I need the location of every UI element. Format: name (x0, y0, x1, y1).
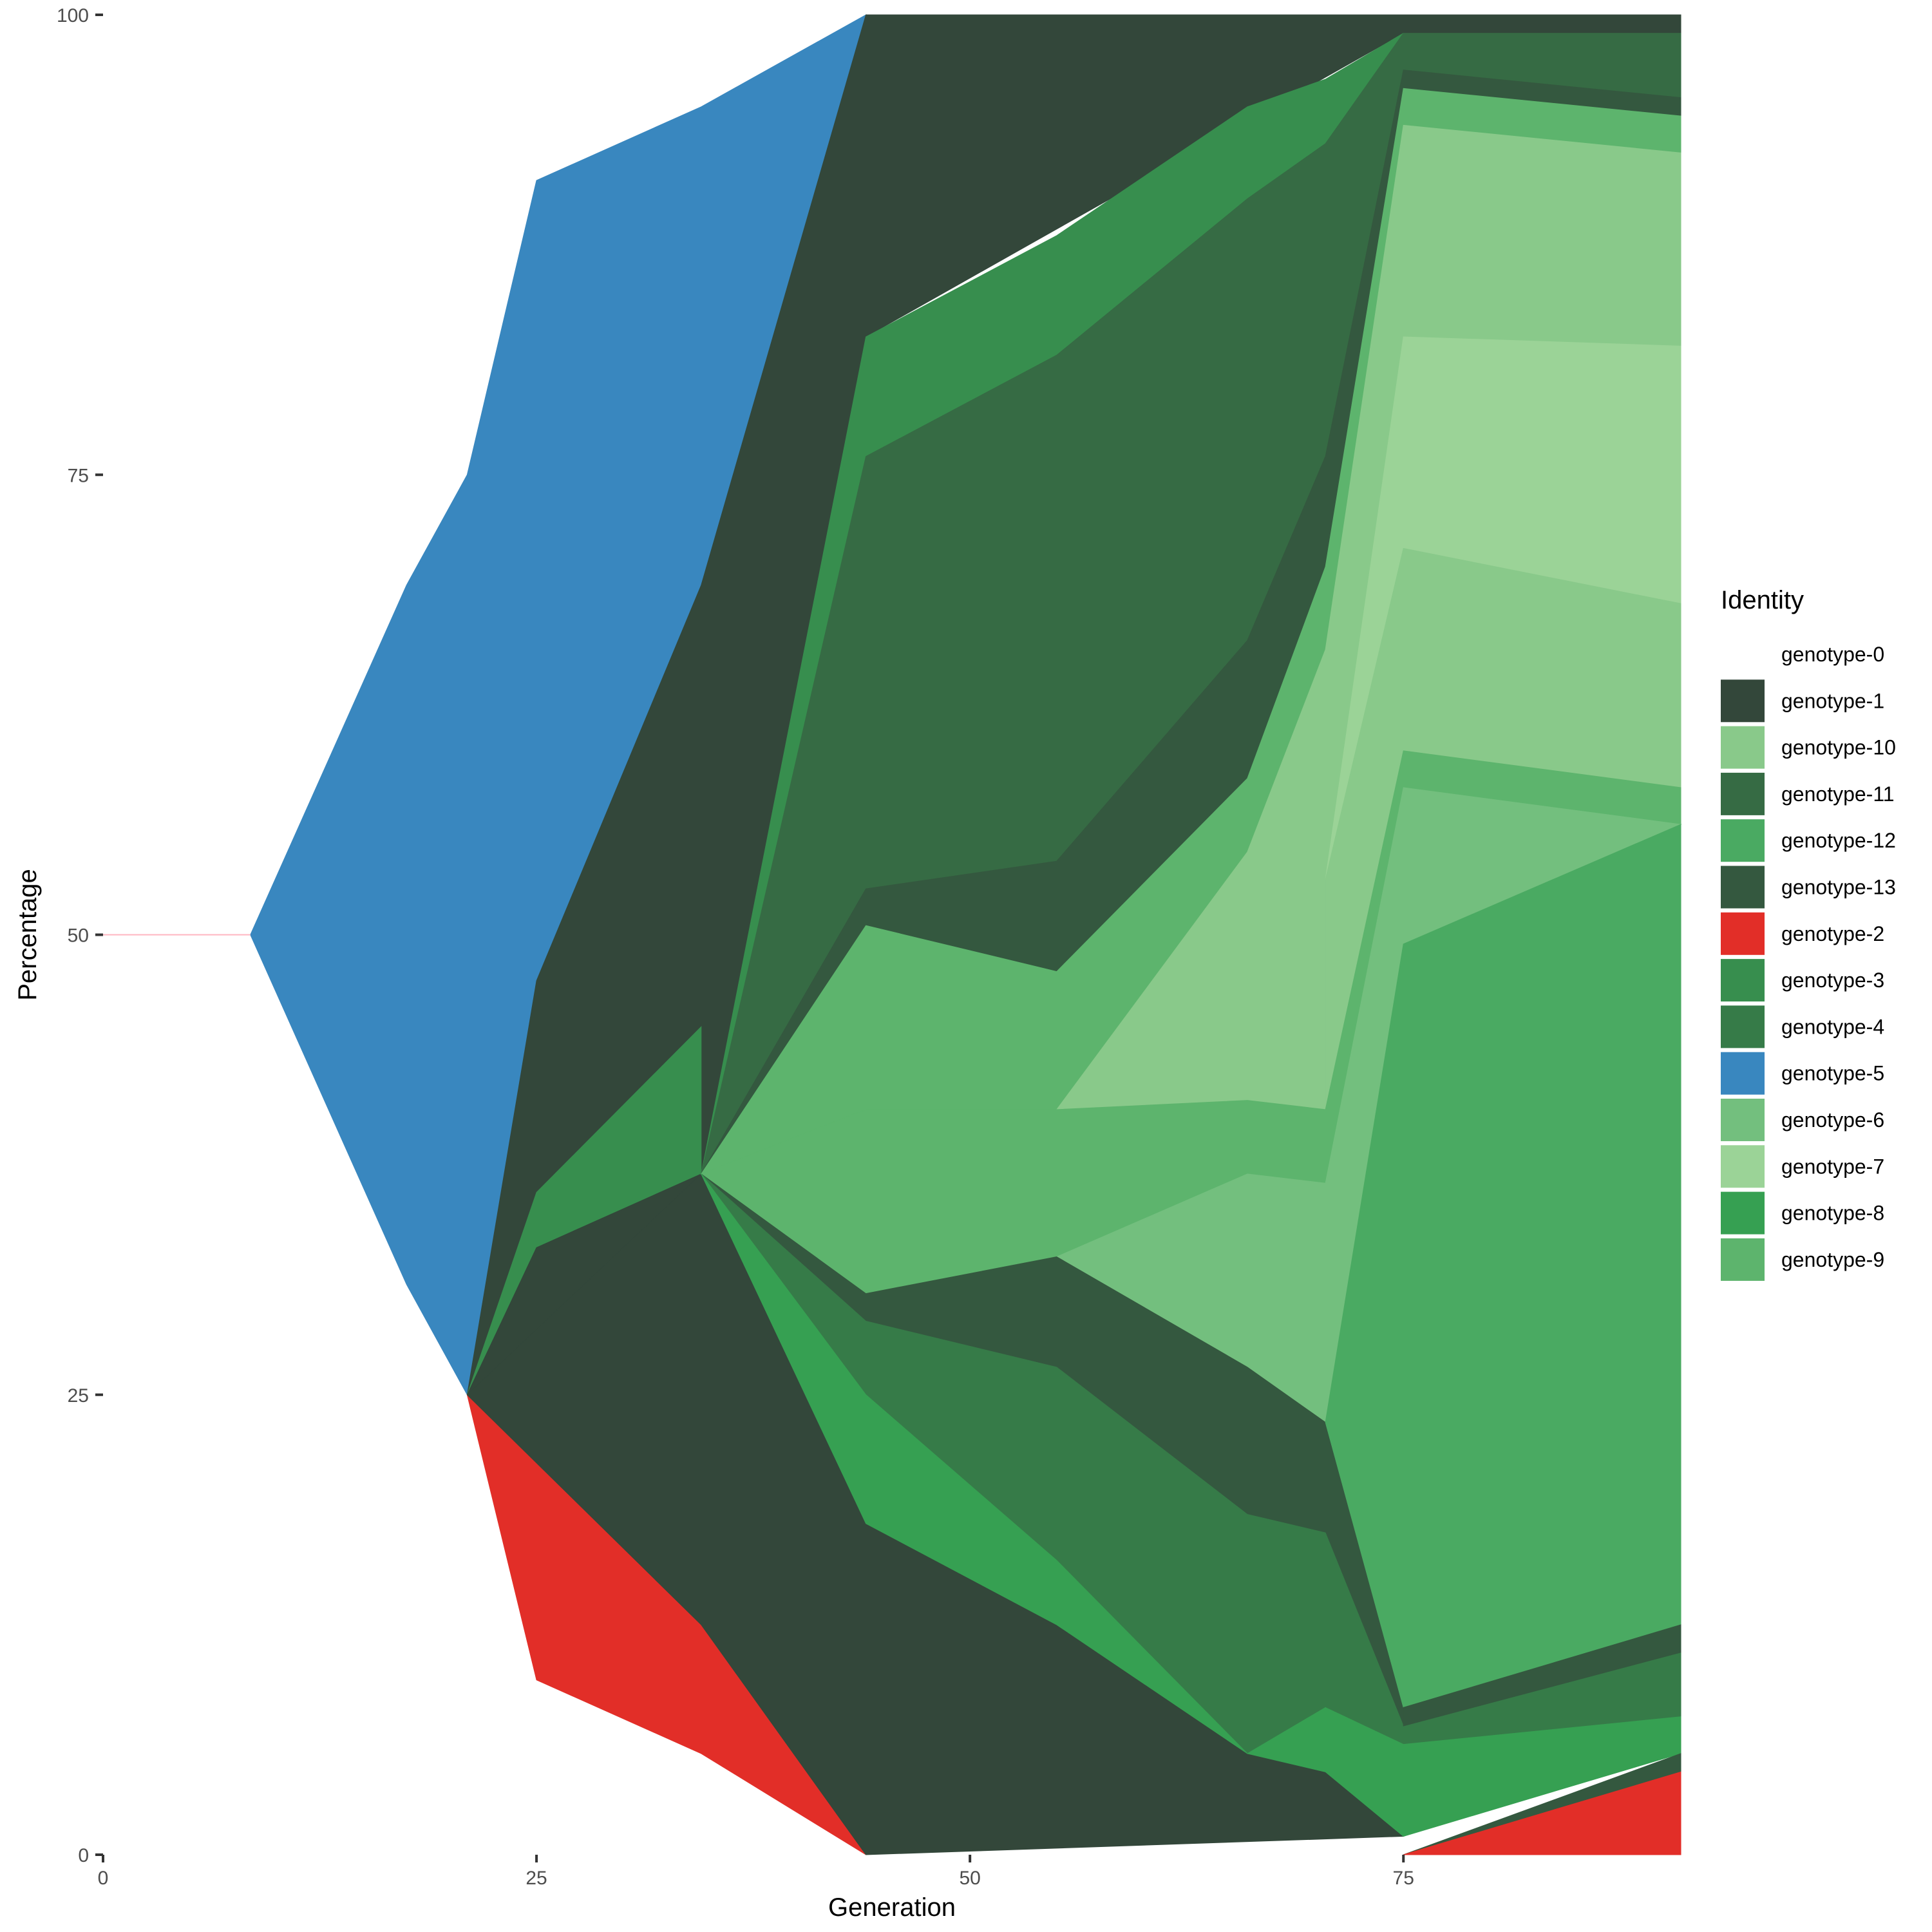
legend-label-genotype-5: genotype-5 (1781, 1062, 1884, 1085)
area-genotype-2-20 (1403, 1771, 1681, 1855)
legend-label-genotype-1: genotype-1 (1781, 689, 1884, 712)
x-tick-label-75: 75 (1393, 1868, 1414, 1889)
legend-key-genotype-4 (1721, 1005, 1765, 1048)
legend-key-genotype-12 (1721, 819, 1765, 862)
legend-key-genotype-13 (1721, 866, 1765, 909)
x-axis-title: Generation (828, 1893, 956, 1922)
area-genotype-8-18 (701, 1173, 1681, 1837)
legend-key-genotype-5 (1721, 1052, 1765, 1095)
legend-label-genotype-12: genotype-12 (1781, 829, 1896, 852)
legend-key-genotype-8 (1721, 1191, 1765, 1235)
y-axis-title: Percentage (14, 869, 42, 1001)
area-genotype-13-17 (1403, 1624, 1681, 1727)
y-tick-label-50: 50 (68, 925, 89, 947)
legend-label-genotype-13: genotype-13 (1781, 876, 1896, 899)
legend-key-genotype-3 (1721, 959, 1765, 1002)
legend-key-genotype-9 (1721, 1238, 1765, 1281)
legend-key-genotype-10 (1721, 726, 1765, 769)
legend: Identity genotype-0 genotype-1 genotype-10… (1721, 586, 1896, 1281)
legend-label-genotype-11: genotype-11 (1781, 782, 1895, 806)
y-tick-label-75: 75 (68, 465, 89, 486)
legend-label-genotype-9: genotype-9 (1781, 1248, 1884, 1271)
legend-label-genotype-10: genotype-10 (1781, 736, 1896, 759)
x-tick-label-50: 50 (959, 1868, 980, 1889)
axes: 0 25 50 75 100 0 25 50 75 (57, 5, 1414, 1889)
x-tick-label-0: 0 (98, 1868, 109, 1889)
area-genotype-12-15 (1325, 824, 1681, 1709)
area-genotype-1-4 (466, 1173, 702, 1396)
legend-label-genotype-3: genotype-3 (1781, 969, 1884, 992)
legend-label-genotype-4: genotype-4 (1781, 1015, 1884, 1038)
legend-label-genotype-8: genotype-8 (1781, 1202, 1884, 1225)
y-tick-label-0: 0 (78, 1845, 89, 1866)
legend-key-genotype-2 (1721, 912, 1765, 955)
legend-key-genotype-7 (1721, 1145, 1765, 1188)
legend-label-genotype-7: genotype-7 (1781, 1155, 1884, 1178)
x-tick-label-25: 25 (526, 1868, 547, 1889)
legend-label-genotype-0: genotype-0 (1781, 643, 1884, 666)
legend-key-genotype-1 (1721, 679, 1765, 723)
legend-title: Identity (1721, 586, 1804, 614)
legend-key-genotype-0 (1721, 633, 1765, 676)
legend-key-genotype-6 (1721, 1099, 1765, 1141)
y-tick-label-25: 25 (68, 1385, 89, 1406)
y-tick-label-100: 100 (57, 5, 89, 26)
legend-label-genotype-2: genotype-2 (1781, 922, 1884, 945)
legend-label-genotype-6: genotype-6 (1781, 1108, 1884, 1132)
legend-key-genotype-11 (1721, 772, 1765, 815)
area-regions (103, 14, 1682, 1855)
